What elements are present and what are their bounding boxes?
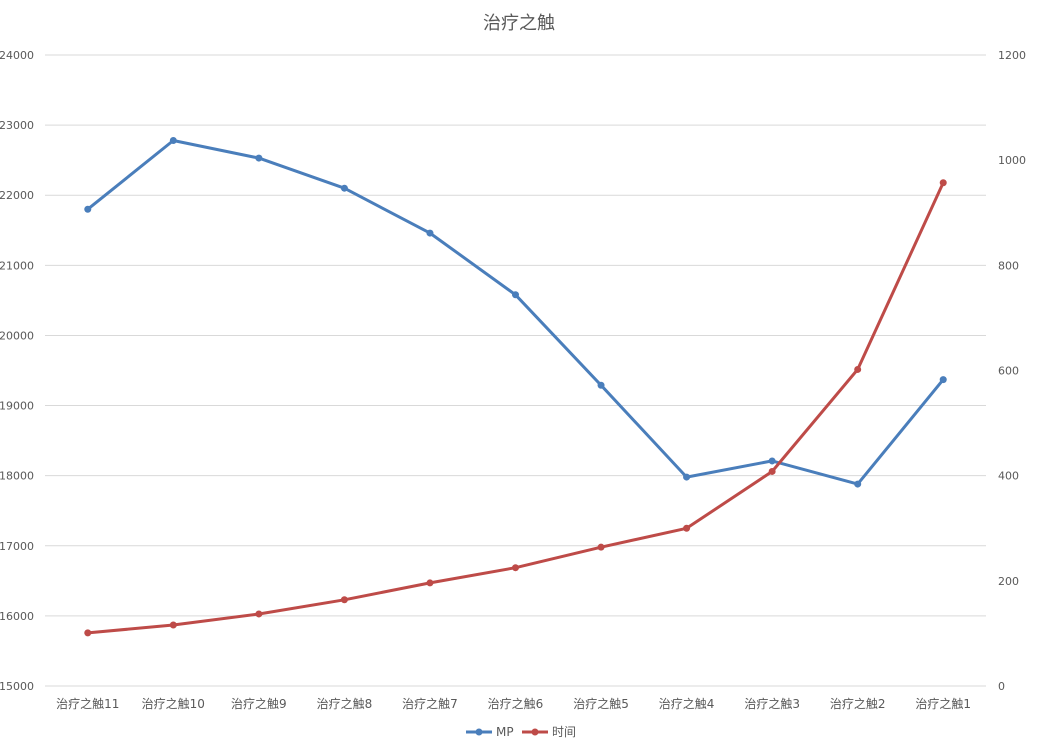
category-label: 治疗之触6 xyxy=(488,697,544,711)
data-point xyxy=(169,137,177,145)
data-point xyxy=(426,229,434,237)
data-point xyxy=(683,524,691,532)
left-tick-label: 21000 xyxy=(0,259,34,272)
category-label: 治疗之触1 xyxy=(915,697,971,711)
data-point xyxy=(426,579,434,587)
left-tick-label: 24000 xyxy=(0,49,34,62)
left-tick-label: 16000 xyxy=(0,610,34,623)
series-group xyxy=(84,137,947,637)
data-point xyxy=(597,543,605,551)
right-axis: 0 200 400 600 800 1000 1200 xyxy=(998,49,1026,693)
data-point xyxy=(854,480,862,488)
category-axis: 治疗之触11 治疗之触10 治疗之触9 治疗之触8 治疗之触7 治疗之触6 治疗之触5 治疗之… xyxy=(56,697,971,711)
data-point xyxy=(169,621,177,629)
left-tick-label: 23000 xyxy=(0,119,34,132)
category-label: 治疗之触7 xyxy=(402,697,458,711)
category-label: 治疗之触8 xyxy=(317,697,373,711)
left-tick-label: 20000 xyxy=(0,329,34,342)
data-point xyxy=(84,205,92,213)
category-label: 治疗之触9 xyxy=(231,697,287,711)
left-tick-label: 18000 xyxy=(0,470,34,483)
data-point xyxy=(255,154,263,162)
data-point xyxy=(597,381,605,389)
category-label: 治疗之触2 xyxy=(830,697,886,711)
series-line-1 xyxy=(86,139,945,486)
data-point xyxy=(939,179,947,187)
category-label: 治疗之触4 xyxy=(659,697,715,711)
right-tick-label: 0 xyxy=(998,680,1005,693)
left-axis: 15000 16000 17000 18000 19000 20000 21000 22000… xyxy=(0,49,34,693)
left-tick-label: 22000 xyxy=(0,189,34,202)
data-point xyxy=(683,473,691,481)
data-point xyxy=(512,291,519,299)
left-tick-label: 17000 xyxy=(0,540,34,553)
data-point xyxy=(768,467,776,475)
data-point xyxy=(340,184,348,192)
legend: MP 时间 xyxy=(466,725,576,739)
left-tick-label: 15000 xyxy=(0,680,34,693)
legend-label: 时间 xyxy=(552,725,576,739)
category-label: 治疗之触10 xyxy=(142,697,205,711)
data-point xyxy=(84,629,92,637)
right-tick-label: 200 xyxy=(998,575,1019,588)
data-point xyxy=(340,596,348,604)
data-point xyxy=(255,610,263,618)
right-tick-label: 800 xyxy=(998,259,1019,272)
right-tick-label: 600 xyxy=(998,365,1019,378)
gridlines xyxy=(45,54,986,687)
category-label: 治疗之触5 xyxy=(573,697,629,711)
category-label: 治疗之触3 xyxy=(744,697,800,711)
right-tick-label: 400 xyxy=(998,470,1019,483)
category-label: 治疗之触11 xyxy=(56,697,119,711)
legend-swatch-marker xyxy=(531,728,539,736)
data-point xyxy=(939,376,947,384)
right-tick-label: 1000 xyxy=(998,154,1026,167)
data-point xyxy=(512,564,519,572)
legend-label: MP xyxy=(496,725,514,739)
left-tick-label: 19000 xyxy=(0,400,34,413)
data-point xyxy=(854,365,862,373)
chart-title: 治疗之触 xyxy=(483,13,555,34)
legend-swatch-marker xyxy=(475,728,483,736)
right-tick-label: 1200 xyxy=(998,49,1026,62)
data-point xyxy=(768,457,776,465)
